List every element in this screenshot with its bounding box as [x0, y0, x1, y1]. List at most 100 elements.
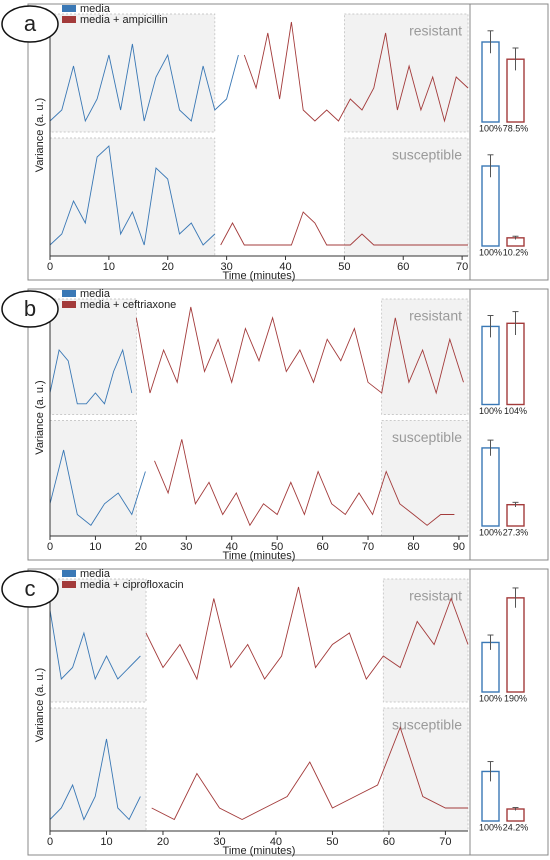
x-tick-label: 0	[47, 261, 53, 273]
trace	[49, 609, 141, 681]
x-tick-label: 0	[47, 541, 53, 553]
trace	[135, 306, 464, 395]
trace	[151, 726, 468, 821]
x-tick-label: 30	[213, 836, 225, 848]
panel-frame	[27, 288, 549, 561]
trace	[220, 211, 468, 246]
legend-label: media	[80, 568, 111, 580]
bar-value-label: 100%	[479, 527, 502, 537]
panel-letter: c	[25, 576, 36, 601]
x-axis-label: Time (minutes)	[223, 270, 296, 282]
row-label: susceptible	[392, 429, 462, 445]
bar	[506, 597, 525, 693]
legend-label: media	[80, 3, 111, 15]
shaded-window	[382, 707, 469, 832]
shaded-window	[382, 578, 469, 703]
bar	[481, 447, 500, 527]
row-label: susceptible	[392, 147, 462, 163]
legend-label: media + ampicillin	[80, 14, 168, 26]
trace	[243, 21, 469, 123]
x-tick-label: 0	[47, 836, 53, 848]
bar-value-label: 100%	[479, 406, 502, 416]
x-tick-label: 80	[407, 541, 419, 553]
x-tick-label: 30	[180, 541, 192, 553]
x-tick-label: 20	[157, 836, 169, 848]
row-label: susceptible	[392, 717, 462, 733]
panel-frame	[27, 568, 549, 856]
x-tick-label: 60	[383, 836, 395, 848]
shaded-window	[381, 420, 469, 537]
shaded-window	[49, 298, 137, 415]
panel-letter: a	[24, 11, 37, 36]
panel-badge	[1, 570, 59, 608]
row-label: resistant	[409, 308, 462, 324]
x-tick-label: 60	[397, 261, 409, 273]
x-tick-label: 20	[135, 541, 147, 553]
bar	[481, 41, 500, 123]
x-tick-label: 70	[439, 836, 451, 848]
x-axis-label: Time (minutes)	[223, 550, 296, 562]
legend-label: media + ciprofloxacin	[80, 579, 184, 591]
trace	[49, 449, 146, 526]
x-tick-label: 40	[279, 261, 291, 273]
shaded-window	[49, 137, 216, 257]
shaded-window	[344, 13, 469, 133]
trace	[49, 738, 141, 821]
panel-frame	[27, 3, 549, 281]
x-tick-label: 70	[362, 541, 374, 553]
bar-value-label: 27.3%	[503, 527, 529, 537]
x-axis-label: Time (minutes)	[223, 845, 296, 857]
x-tick-label: 60	[316, 541, 328, 553]
panel-badge	[1, 5, 59, 43]
legend-label: media + ceftriaxone	[80, 299, 176, 311]
bar-value-label: 100%	[479, 822, 502, 832]
legend-swatch	[62, 570, 76, 577]
trace	[145, 586, 469, 681]
bar-value-label: 104%	[504, 406, 527, 416]
bar-value-label: 100%	[479, 247, 502, 257]
y-axis-label: Variance (a. u.)	[34, 668, 46, 742]
bar-value-label: 100%	[479, 693, 502, 703]
x-tick-label: 40	[270, 836, 282, 848]
x-tick-label: 10	[89, 541, 101, 553]
trace	[49, 145, 216, 246]
x-tick-label: 10	[100, 836, 112, 848]
bar-value-label: 24.2%	[503, 822, 529, 832]
x-tick-label: 50	[271, 541, 283, 553]
legend-swatch	[62, 301, 76, 308]
legend-swatch	[62, 16, 76, 23]
x-tick-label: 70	[456, 261, 468, 273]
x-tick-label: 40	[226, 541, 238, 553]
legend-swatch	[62, 5, 76, 12]
legend-swatch	[62, 290, 76, 297]
trace	[49, 348, 133, 405]
row-label: resistant	[409, 23, 462, 39]
x-tick-label: 10	[103, 261, 115, 273]
row-label: resistant	[409, 588, 462, 604]
panel-badge	[1, 290, 59, 328]
shaded-window	[49, 420, 137, 537]
y-axis-label: Variance (a. u.)	[34, 380, 46, 454]
y-axis-label: Variance (a. u.)	[34, 98, 46, 172]
legend-swatch	[62, 581, 76, 588]
bar	[506, 808, 525, 822]
x-tick-label: 30	[220, 261, 232, 273]
legend-label: media	[80, 288, 111, 300]
x-tick-label: 20	[162, 261, 174, 273]
bar	[481, 165, 500, 247]
shaded-window	[49, 707, 147, 832]
trace	[154, 439, 455, 527]
bar	[481, 325, 500, 406]
bar-value-label: 78.5%	[503, 123, 529, 133]
bar	[506, 322, 525, 406]
bar-value-label: 10.2%	[503, 247, 529, 257]
shaded-window	[49, 578, 147, 703]
x-tick-label: 90	[453, 541, 465, 553]
x-tick-label: 50	[338, 261, 350, 273]
shaded-window	[49, 13, 216, 133]
bar-value-label: 100%	[479, 123, 502, 133]
panel-letter: b	[24, 296, 36, 321]
bar-value-label: 190%	[504, 693, 527, 703]
x-tick-label: 50	[326, 836, 338, 848]
